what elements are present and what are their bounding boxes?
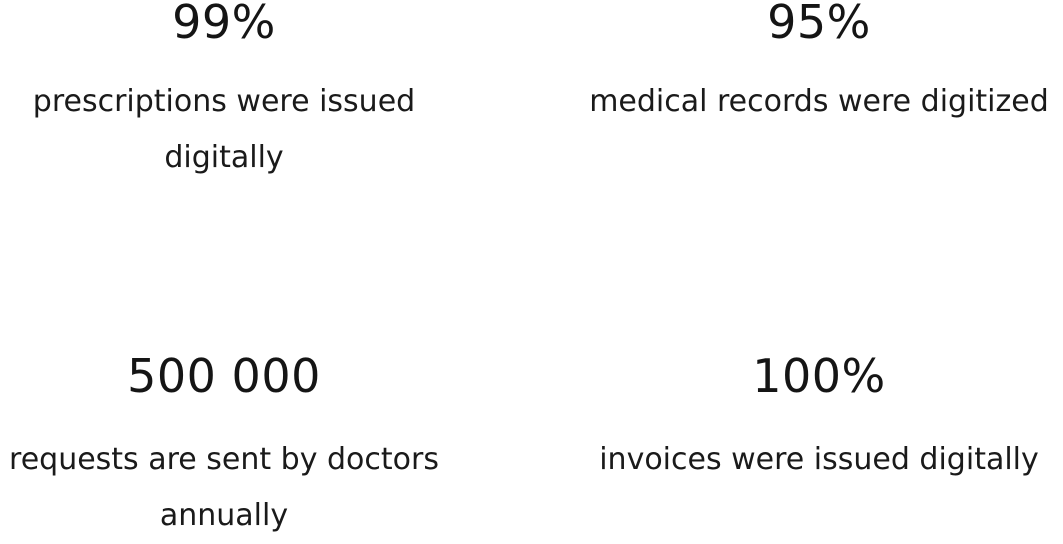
stat-label: requests are sent by doctors annually: [9, 442, 439, 533]
stat-invoices: 100% invoices were issued digitally: [575, 350, 1063, 488]
stat-prescriptions: 99% prescriptions were issued digitally: [0, 0, 448, 186]
stat-value: 500 000: [127, 349, 321, 403]
stat-medical-records: 95% medical records were digitized: [575, 0, 1063, 130]
stat-value: 100%: [752, 349, 886, 403]
stat-value: 99%: [172, 0, 276, 49]
stat-requests: 500 000 requests are sent by doctors ann…: [0, 350, 448, 544]
stat-value: 95%: [767, 0, 871, 49]
stat-label: medical records were digitized: [589, 84, 1049, 119]
stat-label: invoices were issued digitally: [599, 442, 1039, 477]
stat-label: prescriptions were issued digitally: [32, 84, 416, 175]
